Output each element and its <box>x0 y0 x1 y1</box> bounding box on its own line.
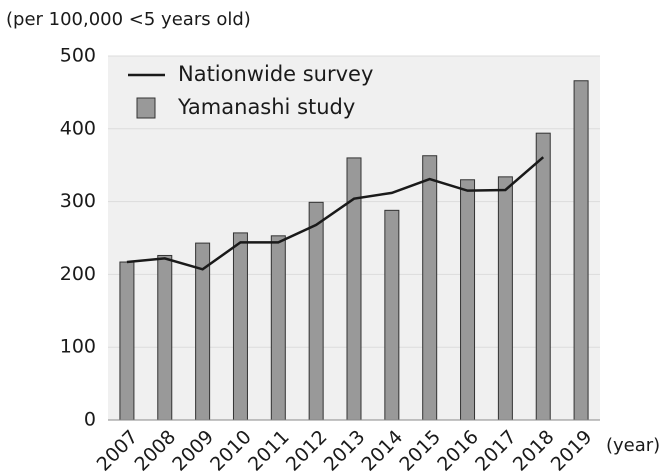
x-tick-label: 2009 <box>168 426 218 475</box>
x-tick-label: 2018 <box>509 426 559 475</box>
legend-label: Yamanashi study <box>177 95 355 119</box>
bar <box>497 176 513 421</box>
x-tick-label: 2008 <box>130 426 180 475</box>
bar <box>232 232 248 421</box>
x-tick-label: 2013 <box>320 426 370 475</box>
y-tick-label: 100 <box>60 336 96 358</box>
x-tick-label: 2010 <box>206 426 256 475</box>
y-tick-label: 0 <box>84 409 96 431</box>
bar <box>573 80 589 421</box>
x-tick-label: 2017 <box>471 426 521 475</box>
y-tick-label: 400 <box>60 117 96 139</box>
x-tick-label: 2012 <box>282 426 332 475</box>
x-tick-label: 2015 <box>395 426 445 475</box>
y-tick-label: 300 <box>60 190 96 212</box>
line <box>126 156 545 271</box>
bar <box>460 179 476 421</box>
y-tick-label: 200 <box>60 263 96 285</box>
x-tick-label: 2016 <box>433 426 483 475</box>
x-tick-label: 2019 <box>547 426 597 475</box>
legend-swatch <box>136 97 156 119</box>
y-tick-label: 500 <box>60 45 96 67</box>
x-tick-label: 2007 <box>93 426 143 475</box>
bar <box>535 132 551 421</box>
bar <box>157 254 173 421</box>
bar <box>422 155 438 421</box>
bar <box>384 209 400 421</box>
bar <box>119 261 135 421</box>
x-tick-label: 2011 <box>244 426 294 475</box>
x-tick-label: 2014 <box>358 426 408 475</box>
bar <box>308 201 324 421</box>
y-axis-label: (per 100,000 <5 years old) <box>6 9 251 30</box>
bar <box>270 235 286 421</box>
x-axis-label: (year) <box>606 435 660 456</box>
legend-label: Nationwide survey <box>178 62 373 86</box>
